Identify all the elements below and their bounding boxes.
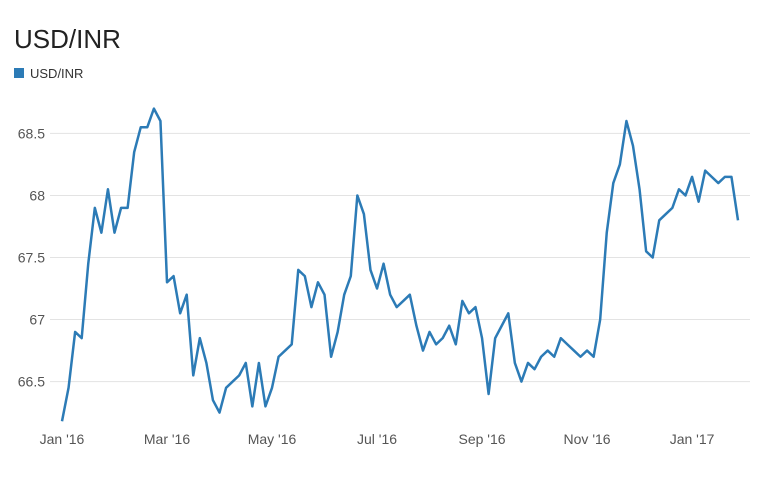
y-tick-label: 67.5 [18,250,45,266]
x-tick-label: Sep '16 [459,431,506,447]
data-line [60,107,740,422]
x-tick-label: Jan '16 [40,431,85,447]
x-tick-label: May '16 [248,431,297,447]
y-tick-label: 66.5 [18,374,45,390]
x-tick-label: Jul '16 [357,431,397,447]
y-tick-label: 67 [29,312,45,328]
legend-label: USD/INR [30,66,83,81]
legend-swatch [14,68,24,78]
y-tick-label: 68 [29,187,45,203]
x-tick-label: Nov '16 [564,431,611,447]
y-tick-label: 68.5 [18,125,45,141]
x-tick-label: Jan '17 [670,431,715,447]
x-tick-label: Mar '16 [144,431,190,447]
chart-title: USD/INR [14,24,121,54]
